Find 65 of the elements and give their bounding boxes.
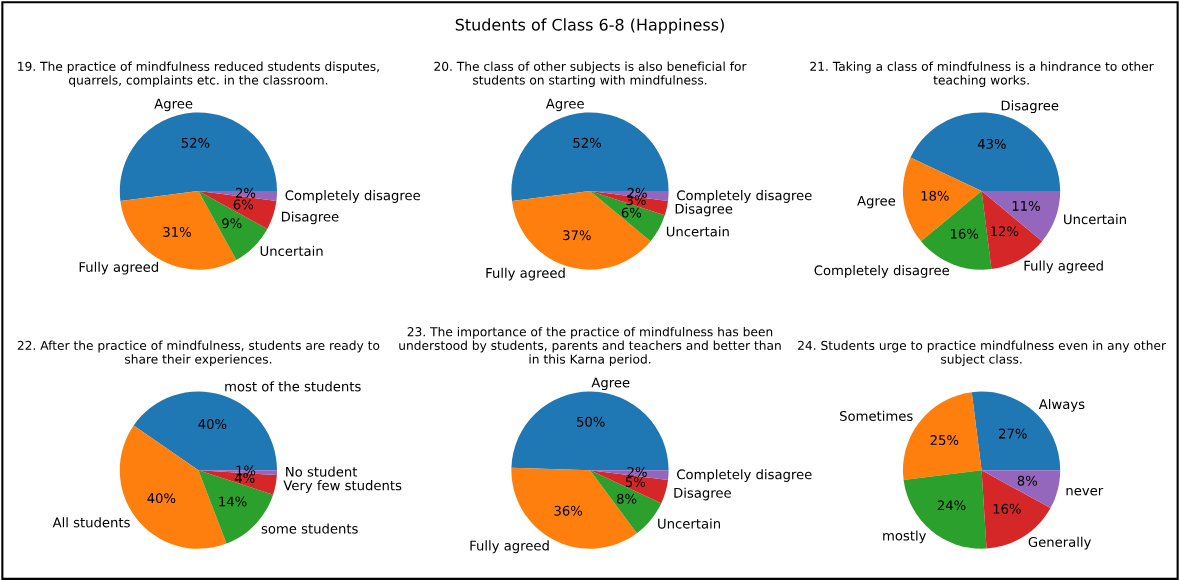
slice-label: Agree [857, 195, 896, 209]
slice-label: Sometimes [840, 410, 913, 421]
data-label: 40% [198, 418, 227, 429]
slice-label: Completely disagree [677, 190, 812, 203]
pie-slice [119, 112, 278, 201]
slice-label: mostly [883, 530, 927, 544]
slice-label: Disagree [1001, 100, 1059, 114]
chart-title: 21. Taking a class of mindfulness is a hindrance to other teaching works. [810, 61, 1154, 88]
slice-label: Uncertain [658, 518, 720, 529]
data-label: 50% [577, 416, 605, 427]
slice-label: All students [52, 517, 130, 528]
chart-title: 24. Students urge to practice mindfulness even in any other subject class. [798, 340, 1167, 367]
data-label: 40% [147, 493, 176, 504]
slice-label: Agree [591, 377, 630, 391]
data-label: 16% [993, 503, 1021, 514]
slice-label: Uncertain [1064, 213, 1126, 225]
text: Students of Class 6-8 (Happiness) [455, 18, 724, 34]
data-label: 9% [222, 218, 242, 229]
pie-slice [981, 191, 1061, 242]
slice-label: No student [286, 466, 358, 477]
pie-slice [910, 112, 1061, 192]
slice-label: Completely disagree [285, 190, 421, 203]
slice-label: Fully agreed [470, 540, 549, 554]
data-label: 52% [573, 137, 601, 148]
chart-title: 20. The class of other subjects is also beneficial for students on starting with mindfulness. [434, 61, 747, 88]
data-label: 8% [616, 493, 637, 504]
slice-label: Generally [1028, 536, 1091, 550]
slice-label: Completely disagree [814, 265, 950, 278]
slice-label: Fully agreed [79, 261, 158, 275]
slice-label: Always [1038, 398, 1085, 412]
data-label: 16% [951, 228, 979, 239]
slice-label: Fully agreed [1024, 260, 1103, 274]
slice-label: Completely disagree [677, 469, 812, 482]
data-label: 11% [1012, 200, 1040, 211]
slice-label: some students [261, 523, 358, 534]
slice-label: Disagree [281, 211, 339, 225]
slice-label: never [1066, 487, 1104, 496]
data-label: 37% [563, 230, 591, 241]
data-label: 27% [999, 428, 1027, 439]
data-label: 6% [233, 199, 254, 210]
slice-label: Agree [545, 98, 584, 112]
data-label: 24% [937, 500, 966, 511]
pie-slice [902, 157, 982, 242]
data-label: 8% [1017, 475, 1038, 486]
data-label: 36% [554, 505, 583, 516]
chart-title: 22. After the practice of mindfulness, students are ready to share their experiences. [17, 340, 380, 367]
slice-label: Agree [154, 98, 193, 112]
data-label: 12% [991, 226, 1019, 237]
slice-label: Uncertain [260, 245, 323, 257]
slice-label: Fully agreed [486, 267, 565, 281]
chart-title: 19. The practice of mindfulness reduced students disputes, quarrels, complaints etc. in the classroom. [18, 61, 379, 88]
data-label: 31% [163, 226, 191, 237]
data-label: 14% [219, 496, 247, 507]
data-label: 18% [921, 190, 949, 201]
data-label: 43% [977, 138, 1006, 149]
data-label: 6% [621, 207, 642, 218]
slice-label: Disagree [675, 203, 733, 217]
slice-label: Disagree [674, 487, 731, 501]
data-label: 25% [930, 435, 959, 446]
slice-label: Very few students [283, 480, 402, 493]
slice-label: most of the students [225, 381, 361, 392]
chart-title: 23. The importance of the practice of mindfulness has been understood by students, parents and teachers and better than in this Karna period. [399, 326, 781, 367]
slice-label: Uncertain [666, 226, 729, 237]
data-label: 5% [625, 477, 646, 487]
data-label: 52% [181, 137, 210, 148]
